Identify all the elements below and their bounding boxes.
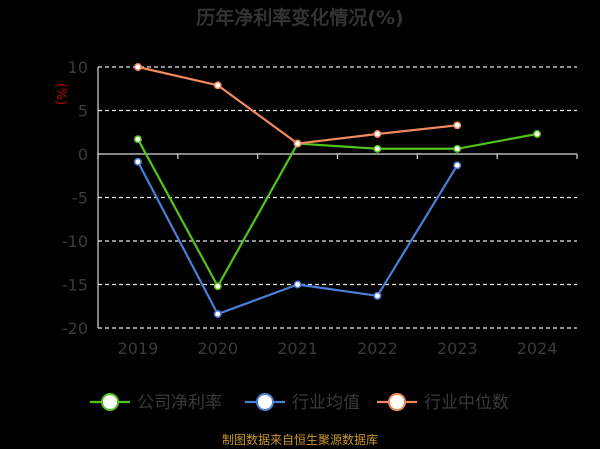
legend-label: 公司净利率	[137, 393, 222, 413]
data-point-series-2	[133, 157, 142, 166]
data-point-series-3	[453, 121, 462, 130]
series-line-2	[136, 161, 459, 316]
x-tick-label: 2022	[357, 339, 398, 358]
axes	[97, 67, 578, 328]
data-point-series-3	[213, 81, 222, 90]
data-point-series-3	[373, 130, 382, 138]
y-tick-label: 0	[78, 145, 88, 164]
y-tick-label: -5	[72, 189, 88, 208]
y-axis-unit: (%)	[53, 83, 68, 106]
data-point-series-1	[213, 282, 222, 291]
legend-item[interactable]: 行业均值	[245, 393, 360, 413]
data-point-series-2	[293, 280, 302, 289]
x-tick-label: 2024	[517, 339, 558, 358]
x-tick-label: 2020	[197, 339, 238, 358]
x-tick-label: 2021	[277, 339, 318, 358]
y-tick-label: -10	[62, 232, 88, 251]
data-source-note: 制图数据来自恒生聚源数据库	[222, 432, 378, 447]
legend-marker-icon	[101, 393, 119, 411]
y-tick-label: 5	[78, 102, 88, 121]
gridlines	[98, 66, 577, 329]
y-tick-label: -20	[62, 319, 88, 338]
legend-marker-icon	[388, 393, 406, 411]
legend-item[interactable]: 公司净利率	[90, 393, 222, 413]
data-point-series-1	[453, 144, 462, 153]
y-tick-label: -15	[62, 276, 88, 295]
data-point-series-3	[293, 139, 302, 148]
data-point-series-1	[533, 130, 542, 138]
data-point-series-3	[133, 63, 142, 71]
data-point-series-2	[453, 161, 462, 170]
series-line-3	[137, 65, 458, 145]
legend-label: 行业中位数	[424, 393, 509, 413]
data-point-series-1	[133, 135, 142, 144]
legend-label: 行业均值	[292, 393, 360, 413]
data-point-series-1	[373, 144, 382, 153]
series-line-1	[136, 132, 538, 288]
legend-marker-icon	[256, 393, 274, 411]
x-tick-label: 2023	[437, 339, 478, 358]
data-point-series-2	[213, 310, 222, 319]
chart-title: 历年净利率变化情况(%)	[196, 6, 403, 29]
y-tick-labels: 10 5 0 -5 -10 -15 -20	[62, 58, 88, 338]
y-tick-label: 10	[68, 58, 88, 77]
x-tick-label: 2019	[118, 339, 159, 358]
legend: 公司净利率 行业均值 行业中位数	[90, 393, 509, 413]
x-tick-labels: 2019 2020 2021 2022 2023 2024	[118, 339, 558, 358]
legend-item[interactable]: 行业中位数	[377, 393, 509, 413]
series-lines	[133, 63, 542, 319]
data-point-series-2	[373, 291, 382, 300]
